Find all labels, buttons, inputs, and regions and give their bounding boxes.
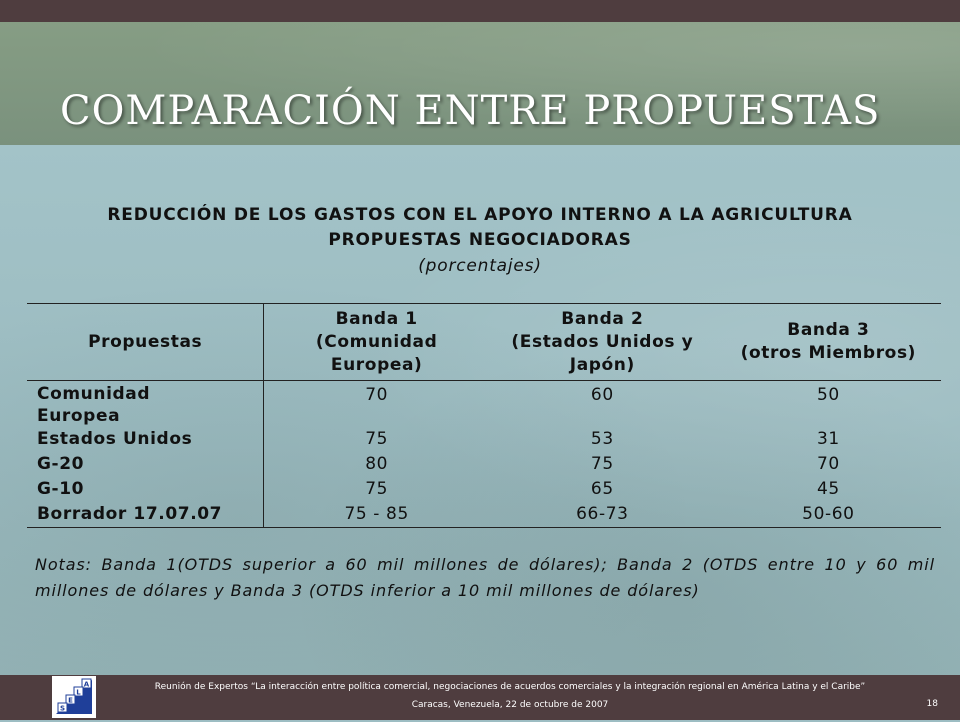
band-1-value: 75 - 85 <box>263 502 489 528</box>
footer-location-date: Caracas, Venezuela, 22 de octubre de 200… <box>411 700 609 710</box>
table-row: Borrador 17.07.07 75 - 85 66-73 50-60 <box>27 502 941 528</box>
header-banda-3-line-2: (otros Miembros) <box>740 343 917 363</box>
band-1-value: 75 <box>365 429 389 449</box>
band-1-value: 75 <box>365 479 389 499</box>
header-banda-3: Banda 3 (otros Miembros) <box>715 303 941 381</box>
band-3-value: 50 <box>816 385 840 405</box>
table-title-line-2: PROPUESTAS NEGOCIADORAS <box>328 230 632 250</box>
proposal-cell: Estados Unidos <box>27 427 265 452</box>
header-banda-1: Banda 1 (Comunidad Europea) <box>263 303 489 381</box>
sela-logo: S E L A <box>52 676 96 718</box>
table-row: G-20 80 75 70 <box>27 452 941 477</box>
header-banda-1-line-2: (Comunidad <box>315 331 438 352</box>
proposal-cell: G-20 <box>27 452 265 477</box>
logo-letter-a: A <box>84 681 90 689</box>
table-row: G-10 75 65 45 <box>27 477 941 502</box>
header-banda-1-line-3: Europea) <box>330 354 423 375</box>
sela-logo-icon: S E L A <box>56 678 92 714</box>
footer-bar <box>0 675 960 720</box>
band-1-value: 70 <box>365 385 389 405</box>
band-1-value: 80 <box>365 454 389 474</box>
band-3-value: 31 <box>816 429 840 449</box>
header-banda-2-line-3: Japón) <box>569 354 635 375</box>
table-notes: Notas: Banda 1(OTDS superior a 60 mil mi… <box>35 555 935 600</box>
band-2-value: 66-73 <box>488 502 716 528</box>
table-row: Estados Unidos 75 53 31 <box>27 427 941 452</box>
proposal-cell: G-10 <box>27 477 265 502</box>
logo-letter-e: E <box>68 697 73 705</box>
slide-title: COMPARACIÓN ENTRE PROPUESTAS <box>60 88 881 134</box>
header-banda-2: Banda 2 (Estados Unidos y Japón) <box>488 303 716 381</box>
logo-letter-l: L <box>76 689 81 697</box>
table-header-row: Propuestas Banda 1 (Comunidad Europea) B… <box>27 303 941 381</box>
page-number: 18 <box>926 699 938 709</box>
band-3-value: 45 <box>816 479 840 499</box>
band-2-value: 65 <box>590 479 614 499</box>
title-band <box>0 22 960 145</box>
header-banda-1-line-1: Banda 1 <box>335 308 418 329</box>
band-3-value: 50-60 <box>715 502 941 528</box>
proposal-line-1: Comunidad <box>37 384 151 404</box>
table-row: Comunidad Europea 70 60 50 <box>27 380 941 427</box>
proposal-cell: Borrador 17.07.07 <box>27 502 265 528</box>
header-banda-2-line-1: Banda 2 <box>561 308 644 329</box>
band-2-value: 60 <box>590 385 614 405</box>
proposals-table: Propuestas Banda 1 (Comunidad Europea) B… <box>27 303 941 528</box>
proposal-cell: Comunidad Europea <box>27 380 265 427</box>
proposal-line-2: Europea <box>37 406 121 426</box>
band-2-value: 53 <box>590 429 614 449</box>
header-propuestas: Propuestas <box>27 303 265 381</box>
table-subtitle: (porcentajes) <box>418 256 542 276</box>
logo-letter-s: S <box>60 705 65 713</box>
header-banda-3-line-1: Banda 3 <box>787 320 870 340</box>
band-2-value: 75 <box>590 454 614 474</box>
footer-event-title: Reunión de Expertos “La interacción entr… <box>154 682 866 692</box>
top-bar <box>0 0 960 22</box>
header-banda-2-line-2: (Estados Unidos y <box>511 331 694 352</box>
band-3-value: 70 <box>816 454 840 474</box>
table-title: REDUCCIÓN DE LOS GASTOS CON EL APOYO INT… <box>107 205 853 225</box>
